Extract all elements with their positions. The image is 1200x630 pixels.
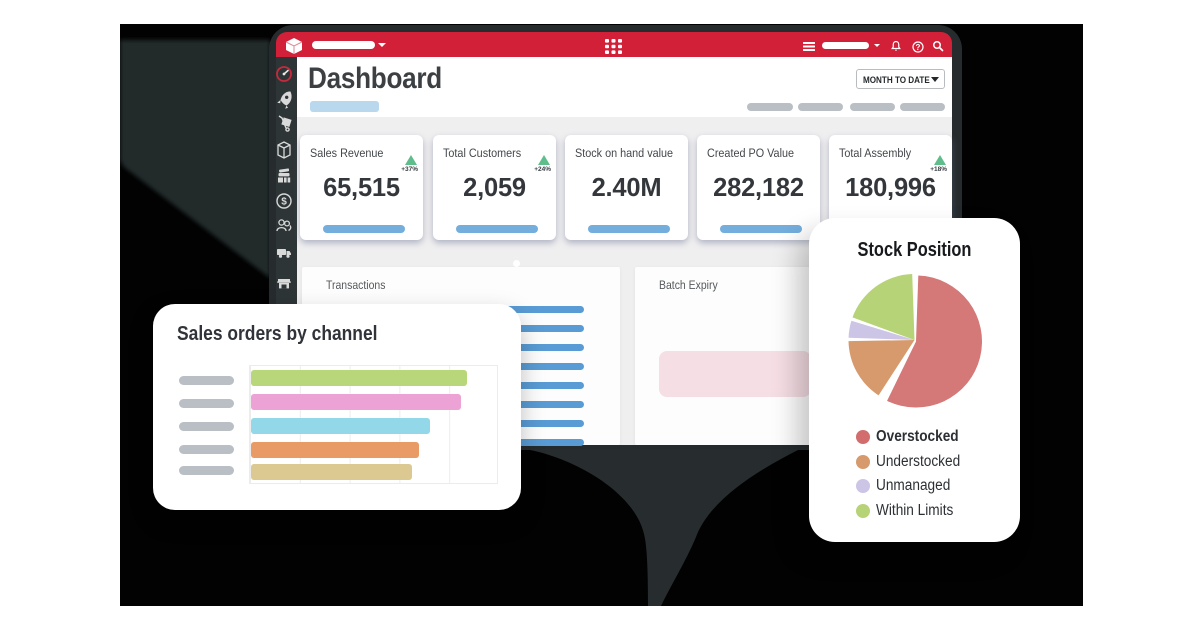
svg-text:?: ? (915, 42, 920, 51)
svg-text:$: $ (281, 197, 287, 208)
